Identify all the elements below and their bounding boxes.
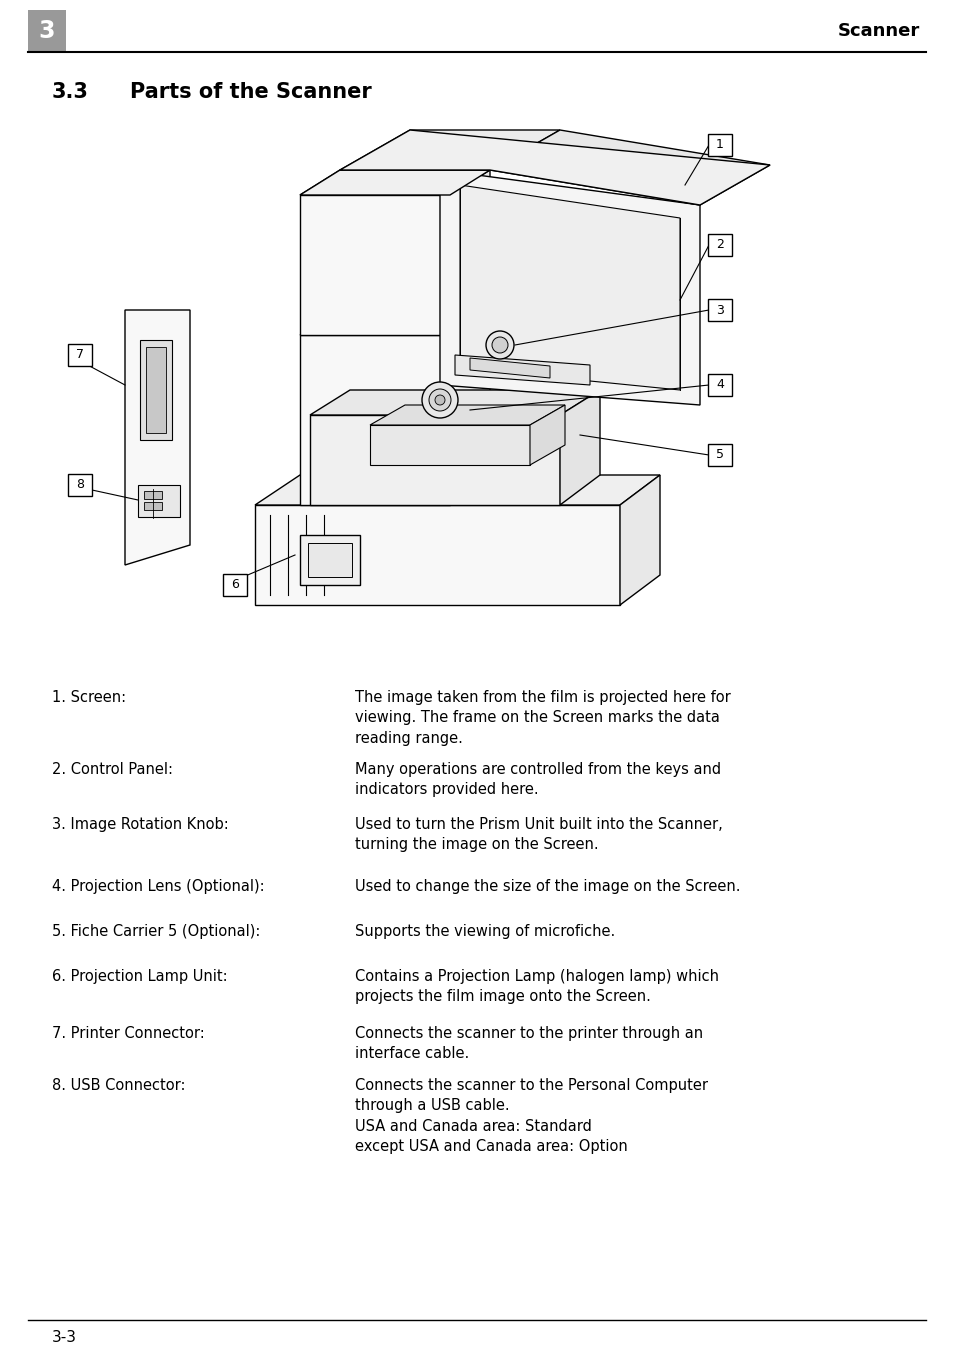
- Text: Connects the scanner to the printer through an
interface cable.: Connects the scanner to the printer thro…: [355, 1026, 702, 1061]
- Bar: [144, 502, 162, 510]
- Polygon shape: [559, 389, 599, 506]
- Text: Supports the viewing of microfiche.: Supports the viewing of microfiche.: [355, 923, 615, 940]
- Circle shape: [492, 337, 507, 353]
- Bar: [28, 9, 66, 51]
- Text: 1: 1: [716, 138, 723, 151]
- Bar: [140, 339, 172, 439]
- Text: Parts of the Scanner: Parts of the Scanner: [130, 82, 372, 101]
- Text: 2. Control Panel:: 2. Control Panel:: [52, 763, 172, 777]
- Polygon shape: [455, 356, 589, 385]
- Bar: [308, 544, 352, 577]
- Polygon shape: [619, 475, 659, 604]
- Bar: [299, 535, 359, 585]
- Polygon shape: [254, 506, 619, 604]
- Circle shape: [421, 383, 457, 418]
- Text: 4. Projection Lens (Optional):: 4. Projection Lens (Optional):: [52, 879, 264, 894]
- Polygon shape: [339, 130, 769, 206]
- Polygon shape: [490, 130, 769, 206]
- Polygon shape: [254, 475, 659, 506]
- Polygon shape: [339, 130, 559, 170]
- Text: 8: 8: [76, 479, 84, 492]
- Text: 3: 3: [716, 303, 723, 316]
- Text: The image taken from the film is projected here for
viewing. The frame on the Sc: The image taken from the film is project…: [355, 690, 730, 746]
- Text: 7: 7: [76, 349, 84, 361]
- Bar: [707, 375, 731, 396]
- Text: 1. Screen:: 1. Screen:: [52, 690, 126, 704]
- Circle shape: [435, 395, 444, 406]
- Bar: [707, 234, 731, 256]
- Text: 3. Image Rotation Knob:: 3. Image Rotation Knob:: [52, 817, 229, 831]
- Polygon shape: [530, 406, 564, 465]
- Polygon shape: [299, 335, 450, 506]
- Polygon shape: [310, 389, 599, 415]
- Bar: [138, 485, 180, 516]
- Text: 2: 2: [716, 238, 723, 251]
- Polygon shape: [370, 406, 564, 425]
- Bar: [68, 475, 91, 496]
- Polygon shape: [299, 310, 490, 335]
- Text: 5. Fiche Carrier 5 (Optional):: 5. Fiche Carrier 5 (Optional):: [52, 923, 260, 940]
- Text: Contains a Projection Lamp (halogen lamp) which
projects the film image onto the: Contains a Projection Lamp (halogen lamp…: [355, 969, 719, 1005]
- Text: Used to change the size of the image on the Screen.: Used to change the size of the image on …: [355, 879, 740, 894]
- Text: 7. Printer Connector:: 7. Printer Connector:: [52, 1026, 205, 1041]
- Bar: [707, 443, 731, 466]
- Polygon shape: [450, 310, 490, 506]
- Bar: [68, 343, 91, 366]
- Text: Connects the scanner to the Personal Computer
through a USB cable.
USA and Canad: Connects the scanner to the Personal Com…: [355, 1078, 707, 1155]
- Polygon shape: [299, 170, 490, 195]
- Polygon shape: [125, 310, 190, 565]
- Bar: [144, 491, 162, 499]
- Text: 8. USB Connector:: 8. USB Connector:: [52, 1078, 185, 1092]
- Text: 3.3: 3.3: [52, 82, 89, 101]
- Polygon shape: [370, 425, 530, 465]
- Text: 6: 6: [231, 579, 238, 592]
- Polygon shape: [459, 185, 679, 389]
- Text: 3: 3: [39, 19, 55, 43]
- Text: Used to turn the Prism Unit built into the Scanner,
turning the image on the Scr: Used to turn the Prism Unit built into t…: [355, 817, 722, 852]
- Text: 5: 5: [716, 449, 723, 461]
- Text: Many operations are controlled from the keys and
indicators provided here.: Many operations are controlled from the …: [355, 763, 720, 798]
- Circle shape: [429, 389, 451, 411]
- Bar: [707, 134, 731, 155]
- Text: 6. Projection Lamp Unit:: 6. Projection Lamp Unit:: [52, 969, 228, 984]
- Text: Scanner: Scanner: [837, 22, 919, 41]
- Bar: [223, 575, 247, 596]
- Circle shape: [485, 331, 514, 360]
- Polygon shape: [439, 170, 700, 406]
- Bar: [146, 347, 166, 433]
- Text: 4: 4: [716, 379, 723, 392]
- Polygon shape: [299, 195, 450, 335]
- Polygon shape: [470, 358, 550, 379]
- Polygon shape: [310, 415, 559, 506]
- Polygon shape: [299, 170, 490, 195]
- Bar: [707, 299, 731, 320]
- Polygon shape: [450, 170, 490, 335]
- Text: 3-3: 3-3: [52, 1330, 77, 1345]
